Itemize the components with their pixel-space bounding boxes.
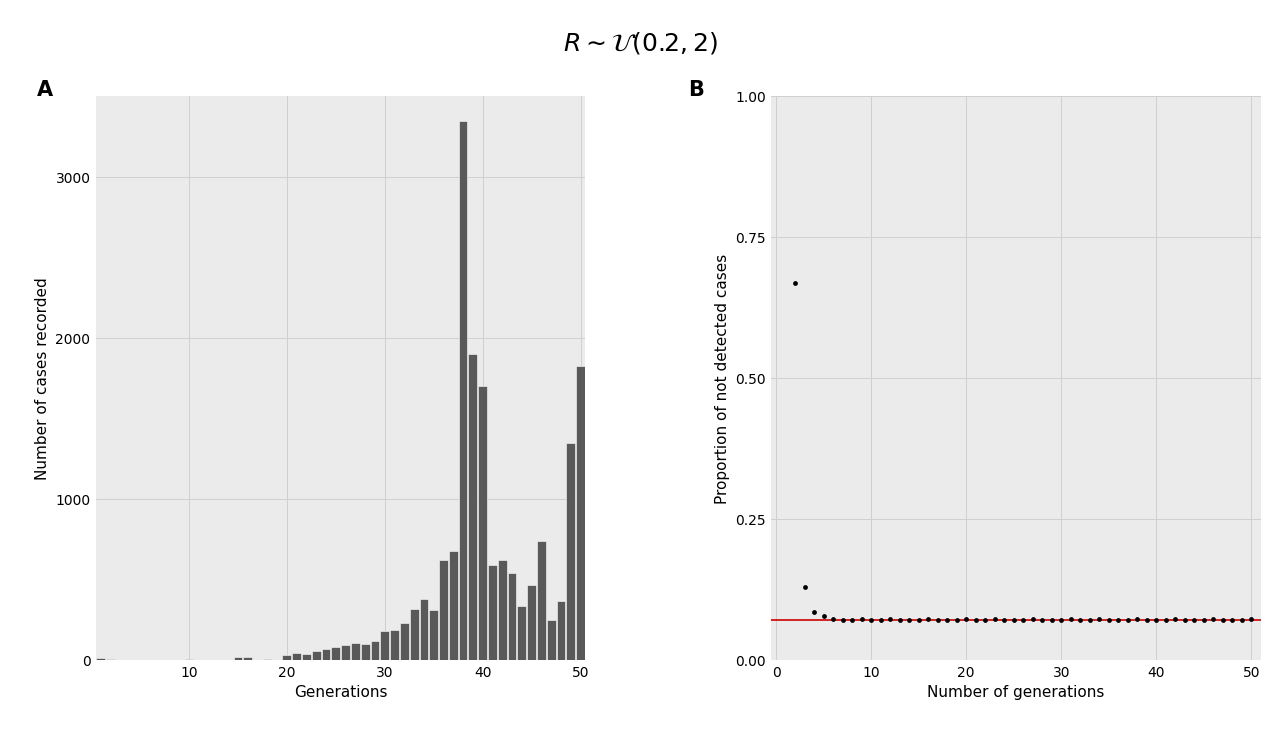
Bar: [184, 659, 193, 660]
Point: [928, 614, 948, 626]
Bar: [468, 354, 477, 660]
Text: A: A: [37, 79, 54, 99]
Bar: [439, 560, 448, 660]
Bar: [292, 653, 301, 660]
Point: [870, 614, 891, 626]
Text: $R \sim \mathcal{U}(0.2,2)$: $R \sim \mathcal{U}(0.2,2)$: [562, 30, 718, 56]
Point: [965, 614, 986, 626]
Bar: [361, 644, 370, 660]
Point: [995, 614, 1015, 626]
Point: [918, 614, 938, 626]
Bar: [332, 648, 340, 660]
Point: [785, 277, 805, 289]
Point: [1079, 614, 1100, 626]
Point: [1156, 614, 1176, 626]
Bar: [262, 659, 271, 660]
Bar: [312, 651, 321, 660]
Point: [1108, 614, 1129, 626]
Bar: [342, 645, 349, 660]
Point: [975, 614, 996, 626]
Point: [1126, 614, 1147, 626]
Point: [1242, 614, 1262, 626]
Point: [1165, 614, 1185, 626]
Point: [1023, 614, 1043, 626]
Bar: [566, 443, 575, 660]
Point: [813, 611, 833, 623]
Bar: [233, 657, 242, 660]
X-axis label: Number of generations: Number of generations: [928, 686, 1105, 700]
Point: [1175, 614, 1196, 626]
Bar: [243, 657, 252, 660]
Bar: [498, 560, 507, 660]
Bar: [488, 565, 497, 660]
Point: [879, 614, 900, 626]
Point: [946, 614, 966, 626]
Bar: [390, 630, 399, 660]
Bar: [399, 623, 408, 660]
Point: [1193, 614, 1213, 626]
Point: [1061, 614, 1082, 626]
Point: [1004, 614, 1024, 626]
Bar: [557, 601, 566, 660]
Point: [909, 614, 929, 626]
Point: [1203, 614, 1224, 626]
Point: [956, 614, 977, 626]
Point: [1222, 614, 1243, 626]
Text: B: B: [689, 79, 704, 99]
Point: [937, 614, 957, 626]
Point: [832, 614, 852, 626]
Point: [1089, 614, 1110, 626]
Bar: [517, 605, 526, 660]
Point: [804, 606, 824, 618]
Bar: [458, 121, 467, 660]
Point: [1032, 614, 1052, 626]
Point: [1137, 614, 1157, 626]
Bar: [479, 387, 488, 660]
Point: [823, 613, 844, 625]
Y-axis label: Number of cases recorded: Number of cases recorded: [35, 277, 50, 480]
Point: [1117, 614, 1138, 626]
Point: [890, 614, 910, 626]
Bar: [538, 541, 545, 660]
Point: [861, 614, 882, 626]
Bar: [576, 366, 585, 660]
Bar: [351, 643, 360, 660]
Bar: [371, 641, 379, 660]
Bar: [429, 611, 438, 660]
Point: [795, 581, 815, 593]
Point: [851, 614, 872, 626]
Point: [1184, 614, 1204, 626]
Point: [984, 614, 1005, 626]
Point: [842, 614, 863, 626]
Point: [1098, 614, 1119, 626]
X-axis label: Generations: Generations: [294, 686, 388, 700]
Point: [1051, 614, 1071, 626]
Bar: [420, 599, 429, 660]
Point: [1012, 614, 1033, 626]
Point: [1070, 614, 1091, 626]
Bar: [547, 620, 556, 660]
Bar: [380, 631, 389, 660]
Bar: [527, 585, 536, 660]
Bar: [283, 654, 292, 660]
Point: [1231, 614, 1252, 626]
Bar: [321, 649, 330, 660]
Bar: [96, 658, 105, 660]
Bar: [302, 654, 311, 660]
Point: [1212, 614, 1233, 626]
Bar: [410, 609, 419, 660]
Point: [1146, 614, 1166, 626]
Bar: [449, 551, 458, 660]
Y-axis label: Proportion of not detected cases: Proportion of not detected cases: [714, 253, 730, 504]
Bar: [106, 659, 115, 660]
Point: [1042, 614, 1062, 626]
Bar: [508, 574, 516, 660]
Point: [899, 614, 919, 626]
